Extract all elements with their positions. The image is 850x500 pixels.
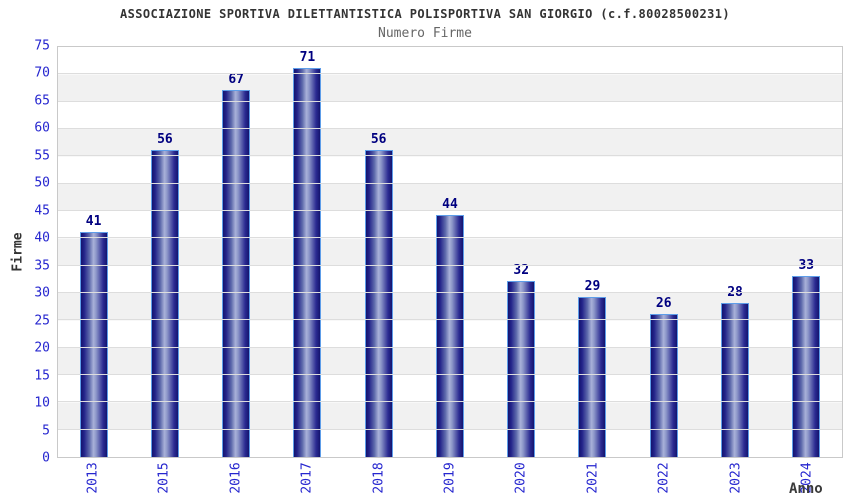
bar [364,149,393,457]
gridline [58,182,842,184]
gridline [58,100,842,102]
bar-value-label: 67 [228,71,244,87]
gridline [58,264,842,266]
bar [578,297,607,457]
bar [792,275,821,457]
y-axis-title: Firme [10,232,26,272]
x-tick-cell: 2013 [57,460,128,500]
x-tick-cell: 2017 [271,460,342,500]
bar-slot: 32 [486,47,557,457]
bar [435,215,464,457]
y-tick-label: 0 [42,450,50,466]
chart-subtitle: Numero Firme [378,26,472,41]
y-tick-label: 65 [34,93,50,109]
y-tick-label: 5 [42,423,50,439]
bar-value-label: 26 [655,295,672,311]
x-tick-label: 2016 [228,462,244,494]
bar-slot: 56 [343,47,414,457]
y-tick-label: 60 [34,120,50,136]
bar-slot: 67 [201,47,272,457]
y-tick-label: 30 [34,285,50,301]
x-tick-cell: 2019 [414,460,485,500]
x-tick-cell: 2015 [128,460,199,500]
gridline [58,428,842,430]
bars: 41 56 67 71 56 44 32 29 26 28 33 [58,47,842,457]
gridline [58,401,842,403]
plot-area: 41 56 67 71 56 44 32 29 26 28 33 [57,46,843,458]
bar-slot: 29 [557,47,628,457]
x-tick-label: 2015 [156,462,172,494]
x-tick-label: 2020 [513,462,529,494]
bar-value-label: 41 [85,213,102,229]
bar [721,302,750,457]
x-tick-cell: 2020 [486,460,557,500]
gridline [58,155,842,157]
x-tick-label: 2019 [442,462,458,494]
gridline [58,346,842,348]
x-tick-cell: 2018 [343,460,414,500]
y-tick-label: 40 [34,230,50,246]
gridline [58,319,842,321]
x-tick-cell: 2021 [557,460,628,500]
gridline [58,73,842,75]
x-tick-cell: 2016 [200,460,271,500]
bar [222,89,251,457]
y-tick-label: 15 [34,368,50,384]
x-tick-label: 2022 [656,462,672,494]
x-tick-cell: 2022 [629,460,700,500]
y-tick-label: 20 [34,340,50,356]
x-tick-label: 2017 [299,462,315,494]
bar-slot: 71 [272,47,343,457]
bar [79,231,108,457]
bar [150,149,179,457]
x-axis-title: Anno [789,481,823,497]
x-axis: 2013 2015 2016 2017 2018 2019 2020 2021 2022 2023… [57,460,843,500]
gridline [58,210,842,211]
bar [649,313,678,457]
chart-title: ASSOCIAZIONE SPORTIVA DILETTANTISTICA PO… [120,7,730,21]
gridline [58,374,842,375]
bar-value-label: 32 [513,263,530,279]
bar-slot: 33 [771,47,842,457]
x-tick-label: 2018 [371,462,387,494]
y-tick-label: 45 [34,203,50,219]
y-tick-label: 55 [34,148,50,164]
bar-slot: 41 [58,47,129,457]
y-tick-label: 35 [34,258,50,274]
y-tick-label: 10 [34,395,50,411]
gridline [58,292,842,293]
gridline [58,237,842,239]
bar-value-label: 71 [299,49,316,65]
bar-value-label: 56 [157,131,173,147]
y-tick-label: 70 [34,65,50,81]
bar [293,67,322,457]
x-tick-cell: 2023 [700,460,771,500]
bar-slot: 26 [628,47,699,457]
bar-value-label: 56 [370,131,387,147]
y-tick-label: 75 [34,38,50,54]
y-tick-label: 50 [34,175,50,191]
bar-value-label: 29 [584,279,601,295]
bar-value-label: 44 [442,197,458,213]
x-tick-label: 2013 [85,462,101,494]
bar [507,281,536,457]
x-tick-label: 2023 [728,462,744,494]
bar-slot: 44 [414,47,485,457]
y-tick-label: 25 [34,313,50,329]
bar-slot: 28 [699,47,770,457]
gridline [58,128,842,129]
x-tick-label: 2021 [585,462,601,494]
y-axis: 0 5 10 15 20 25 30 35 40 45 50 55 60 65 70 75 [0,40,50,465]
bar-slot: 56 [129,47,200,457]
